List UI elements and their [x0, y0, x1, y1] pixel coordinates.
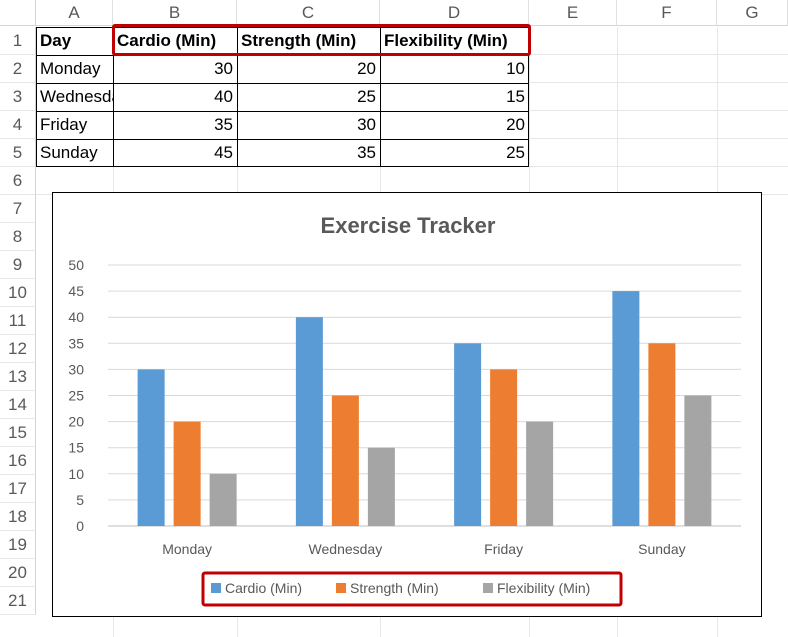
bar-monday-cardio — [137, 369, 165, 526]
cell-d1[interactable]: Flexibility (Min) — [380, 27, 529, 55]
y-tick-label-50: 50 — [68, 257, 84, 273]
cell-a3[interactable]: Wednesday — [36, 83, 113, 111]
bar-friday-flexibility — [526, 421, 554, 526]
row-header-7[interactable]: 7 — [0, 195, 36, 223]
cell-b2[interactable]: 30 — [113, 55, 237, 83]
cell-d3[interactable]: 15 — [380, 83, 529, 111]
x-tick-label-friday: Friday — [484, 541, 523, 557]
bar-sunday-cardio — [612, 291, 640, 526]
y-tick-label-35: 35 — [68, 335, 84, 351]
row-header-20[interactable]: 20 — [0, 559, 36, 587]
y-tick-label-5: 5 — [76, 492, 84, 508]
row-header-2[interactable]: 2 — [0, 55, 36, 83]
bar-wednesday-flexibility — [367, 447, 395, 526]
row-header-5[interactable]: 5 — [0, 139, 36, 167]
select-all-corner[interactable] — [0, 0, 36, 26]
cell-c5[interactable]: 35 — [237, 139, 380, 167]
y-tick-label-20: 20 — [68, 414, 84, 430]
column-header-f[interactable]: F — [617, 0, 717, 26]
column-header-d[interactable]: D — [380, 0, 529, 26]
y-tick-label-10: 10 — [68, 466, 84, 482]
bar-wednesday-strength — [331, 395, 359, 526]
row-header-10[interactable]: 10 — [0, 279, 36, 307]
cell-a5[interactable]: Sunday — [36, 139, 113, 167]
cell-b5[interactable]: 45 — [113, 139, 237, 167]
header-highlight-box — [112, 24, 531, 56]
row-header-8[interactable]: 8 — [0, 223, 36, 251]
legend-highlight-box — [201, 571, 623, 607]
column-header-c[interactable]: C — [237, 0, 380, 26]
cell-c4[interactable]: 30 — [237, 111, 380, 139]
row-header-6[interactable]: 6 — [0, 167, 36, 195]
x-tick-label-wednesday: Wednesday — [309, 541, 383, 557]
bar-monday-strength — [173, 421, 201, 526]
legend-swatch-0 — [211, 583, 221, 593]
chart-canvas: Exercise Tracker 0 5 10 15 20 25 30 35 40 45 50 Mond… — [68, 213, 741, 607]
column-header-bar: A B C D E F G — [0, 0, 788, 27]
cell-d4[interactable]: 20 — [380, 111, 529, 139]
y-tick-label-30: 30 — [68, 361, 84, 377]
legend-label-2: Flexibility (Min) — [497, 580, 590, 596]
cell-a1[interactable]: Day — [36, 27, 113, 55]
cell-c1[interactable]: Strength (Min) — [237, 27, 380, 55]
row-header-9[interactable]: 9 — [0, 251, 36, 279]
cell-b1[interactable]: Cardio (Min) — [113, 27, 237, 55]
column-header-e[interactable]: E — [529, 0, 617, 26]
legend-swatch-2 — [483, 583, 493, 593]
row-header-18[interactable]: 18 — [0, 503, 36, 531]
row-header-17[interactable]: 17 — [0, 475, 36, 503]
y-tick-label-25: 25 — [68, 388, 84, 404]
row-header-15[interactable]: 15 — [0, 419, 36, 447]
row-header-13[interactable]: 13 — [0, 363, 36, 391]
bar-friday-cardio — [454, 343, 482, 526]
y-tick-label-45: 45 — [68, 283, 84, 299]
x-tick-label-sunday: Sunday — [638, 541, 685, 557]
cell-b4[interactable]: 35 — [113, 111, 237, 139]
x-tick-label-monday: Monday — [162, 541, 212, 557]
row-header-14[interactable]: 14 — [0, 391, 36, 419]
exercise-chart[interactable]: Exercise Tracker 0 5 10 15 20 25 30 35 40 45 50 Mond… — [52, 192, 762, 617]
bar-monday-flexibility — [209, 473, 237, 526]
legend-swatch-1 — [336, 583, 346, 593]
chart-title: Exercise Tracker — [321, 213, 496, 238]
bar-friday-strength — [490, 369, 518, 526]
y-tick-label-40: 40 — [68, 309, 84, 325]
row-header-19[interactable]: 19 — [0, 531, 36, 559]
row-header-21[interactable]: 21 — [0, 587, 36, 615]
cell-d2[interactable]: 10 — [380, 55, 529, 83]
column-header-g[interactable]: G — [717, 0, 788, 26]
column-header-a[interactable]: A — [36, 0, 113, 26]
row-header-1[interactable]: 1 — [0, 27, 36, 55]
y-tick-label-0: 0 — [76, 518, 84, 534]
row-header-16[interactable]: 16 — [0, 447, 36, 475]
cell-d5[interactable]: 25 — [380, 139, 529, 167]
cell-b3[interactable]: 40 — [113, 83, 237, 111]
legend-label-0: Cardio (Min) — [225, 580, 302, 596]
column-header-b[interactable]: B — [113, 0, 237, 26]
row-header-11[interactable]: 11 — [0, 307, 36, 335]
cell-c2[interactable]: 20 — [237, 55, 380, 83]
row-header-12[interactable]: 12 — [0, 335, 36, 363]
bar-sunday-flexibility — [684, 395, 712, 526]
y-tick-label-15: 15 — [68, 440, 84, 456]
legend-label-1: Strength (Min) — [350, 580, 439, 596]
row-header-4[interactable]: 4 — [0, 111, 36, 139]
bar-sunday-strength — [648, 343, 676, 526]
row-header-3[interactable]: 3 — [0, 83, 36, 111]
cell-a4[interactable]: Friday — [36, 111, 113, 139]
cell-c3[interactable]: 25 — [237, 83, 380, 111]
bar-wednesday-cardio — [295, 317, 323, 526]
cell-a2[interactable]: Monday — [36, 55, 113, 83]
